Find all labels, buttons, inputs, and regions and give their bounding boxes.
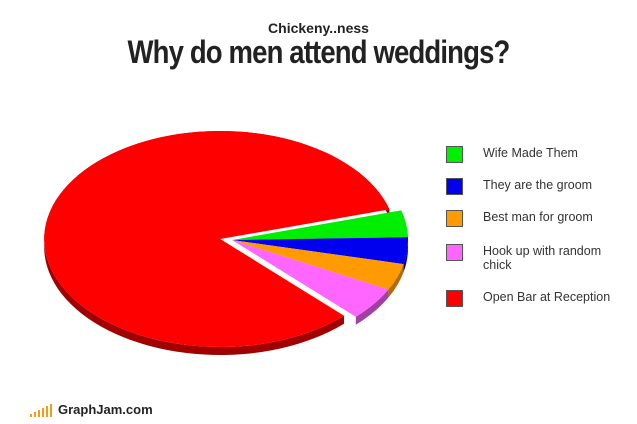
pie-slice-side (403, 237, 408, 273)
legend-item-they-are-the-groom: They are the groom (446, 178, 623, 195)
pie-slice-top (44, 130, 390, 347)
legend-item-best-man-for-groom: Best man for groom (446, 210, 623, 227)
legend-item-open-bar: Open Bar at Reception (446, 290, 623, 307)
pie-slice-wife-made-them (232, 210, 408, 246)
legend-label: They are the groom (483, 178, 593, 192)
pie-slice-top (232, 240, 389, 317)
pie-slice-best-man-for-groom (232, 240, 404, 298)
legend-swatch (446, 290, 463, 307)
pie-slice-side (355, 289, 389, 325)
legend-label: Wife Made Them (483, 146, 578, 160)
graphjam-logo: GraphJam.com (30, 402, 153, 417)
pie-slice-top (232, 237, 408, 265)
legend-label: Open Bar at Reception (483, 290, 611, 304)
legend-swatch (446, 146, 463, 163)
legend-swatch (446, 178, 463, 195)
legend-item-hook-up: Hook up with random chick (446, 244, 623, 272)
pie-slice-top (232, 210, 408, 240)
pie-slice-top (232, 240, 404, 290)
pie-slice-hook-up-with-random-chick (232, 240, 389, 325)
pie-slice-they-are-the-groom (232, 237, 408, 273)
chart-subtitle: Chickeny..ness (268, 20, 369, 36)
legend-label: Hook up with random chick (483, 244, 602, 272)
legend-swatch (446, 210, 463, 227)
legend-item-wife-made-them: Wife Made Them (446, 146, 623, 163)
pie-slice-open-bar-at-reception (44, 130, 390, 355)
legend-label: Best man for groom (483, 210, 593, 224)
bars-icon (30, 403, 54, 417)
pie-slice-side (388, 264, 404, 298)
chart-title: Why do men attend weddings? (127, 34, 511, 70)
brand-name: GraphJam.com (58, 402, 153, 417)
legend-swatch (446, 244, 463, 261)
